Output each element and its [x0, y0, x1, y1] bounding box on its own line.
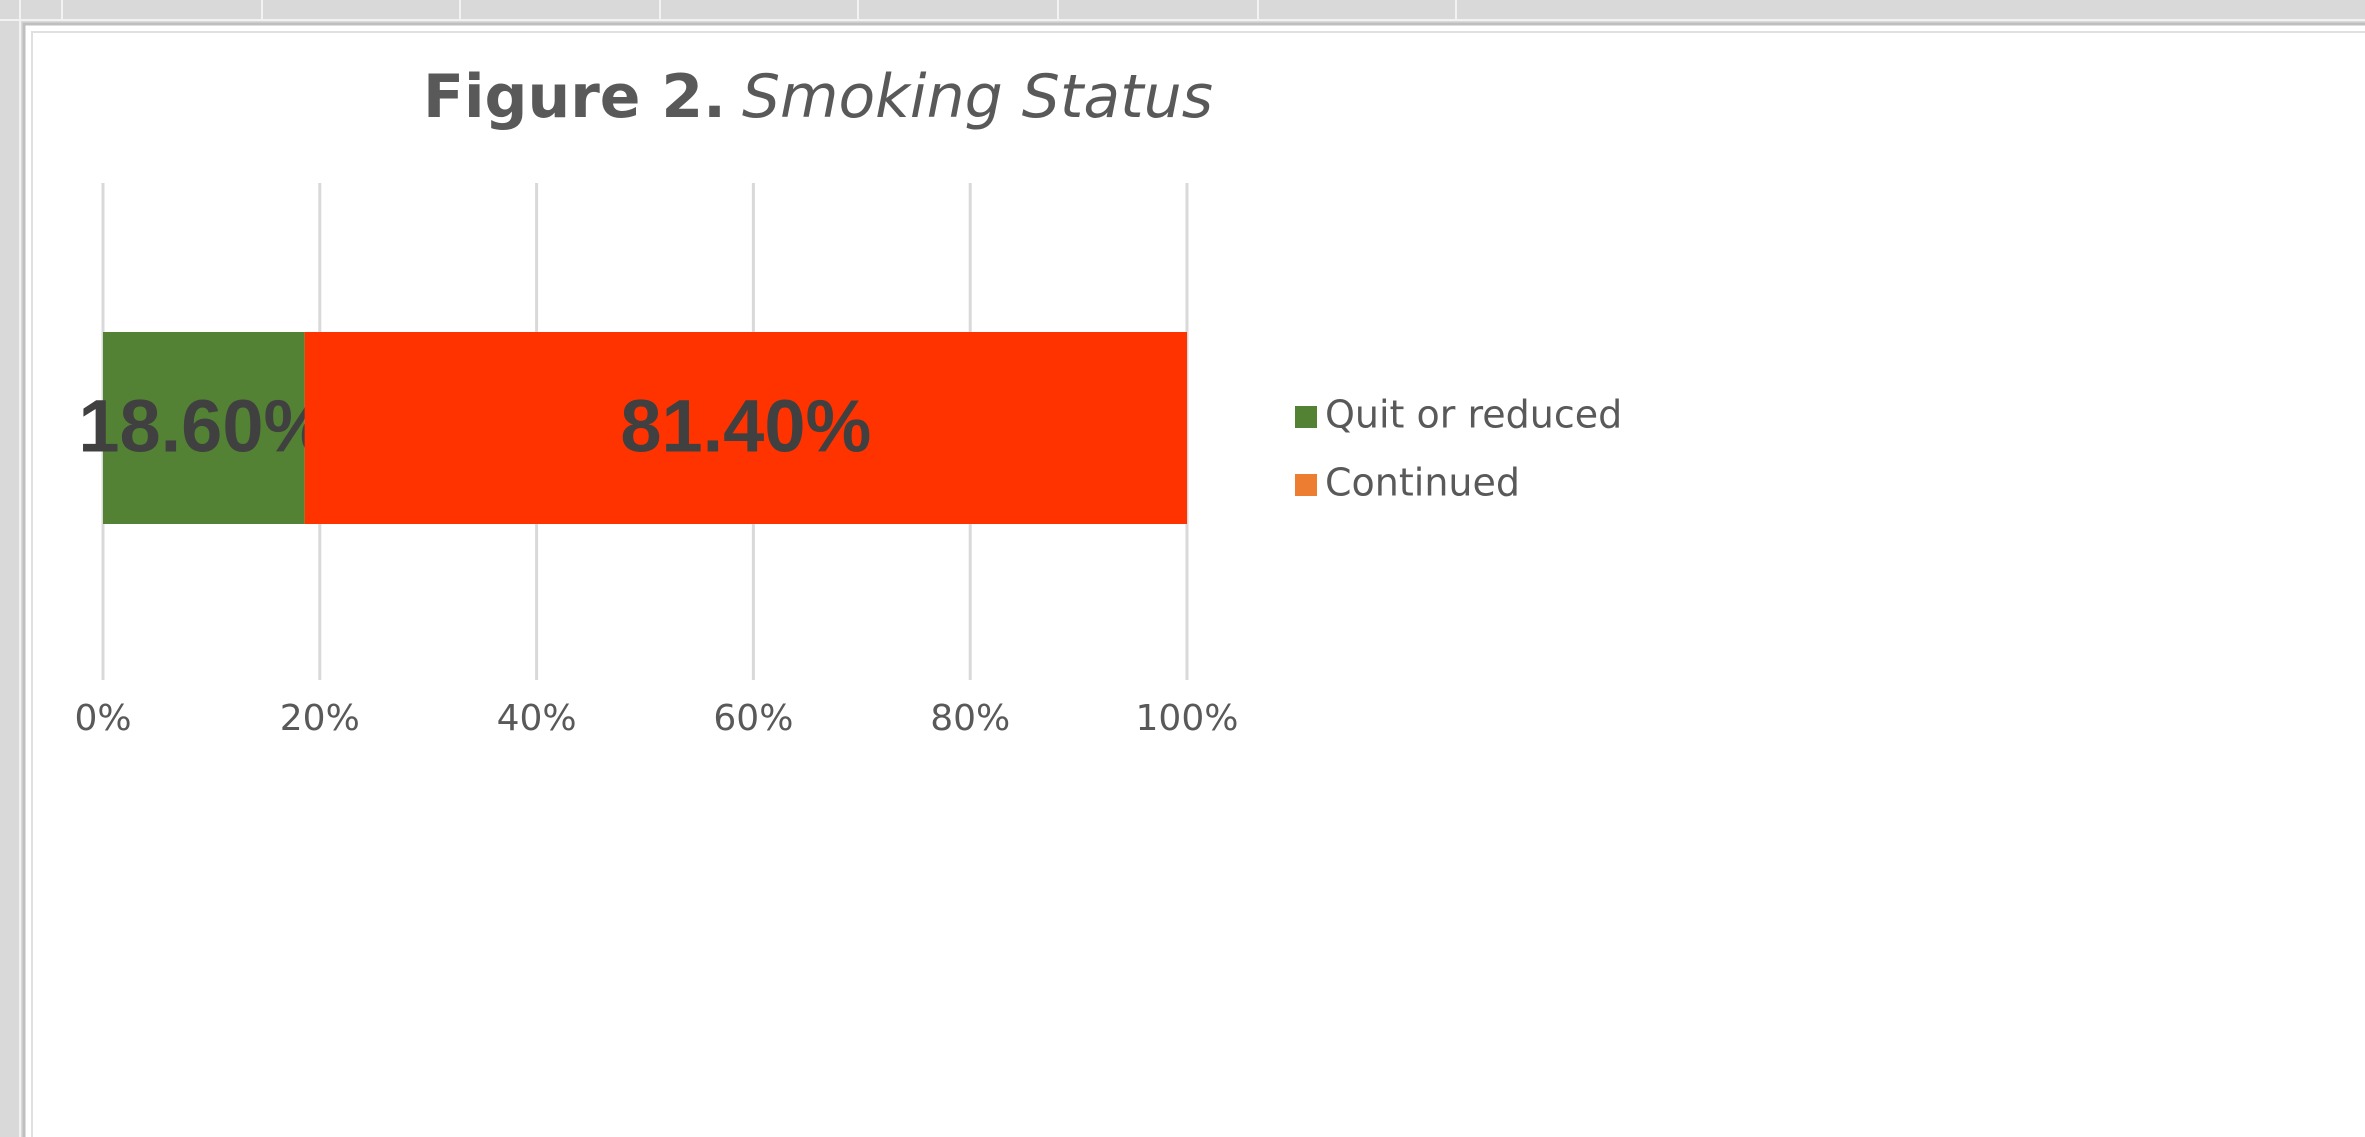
plot: 0% 20% 40% 60% 80% 100% 18.60% 81.40% Quit or re…	[74, 183, 1622, 739]
figure-label: Figure 2.	[423, 62, 726, 132]
bar-segment	[304, 332, 1187, 524]
legend-label: Continued	[1325, 461, 1520, 505]
x-tick-label: 60%	[713, 698, 793, 739]
x-tick-label: 100%	[1136, 698, 1239, 739]
chart-title: Figure 2. Smoking Status	[423, 62, 1213, 132]
x-tick-label: 0%	[74, 698, 131, 739]
title-text: Smoking Status	[742, 62, 1213, 132]
x-tick-label: 20%	[280, 698, 360, 739]
bar-segment	[103, 332, 305, 524]
chart-inner	[31, 31, 2365, 1137]
data-label: 18.60%	[78, 385, 329, 468]
data-label: 81.40%	[620, 385, 871, 468]
legend-label: Quit or reduced	[1325, 393, 1622, 437]
x-tick-label: 80%	[930, 698, 1010, 739]
x-tick-label: 40%	[497, 698, 577, 739]
legend-marker	[1295, 406, 1317, 428]
legend-marker	[1295, 474, 1317, 496]
